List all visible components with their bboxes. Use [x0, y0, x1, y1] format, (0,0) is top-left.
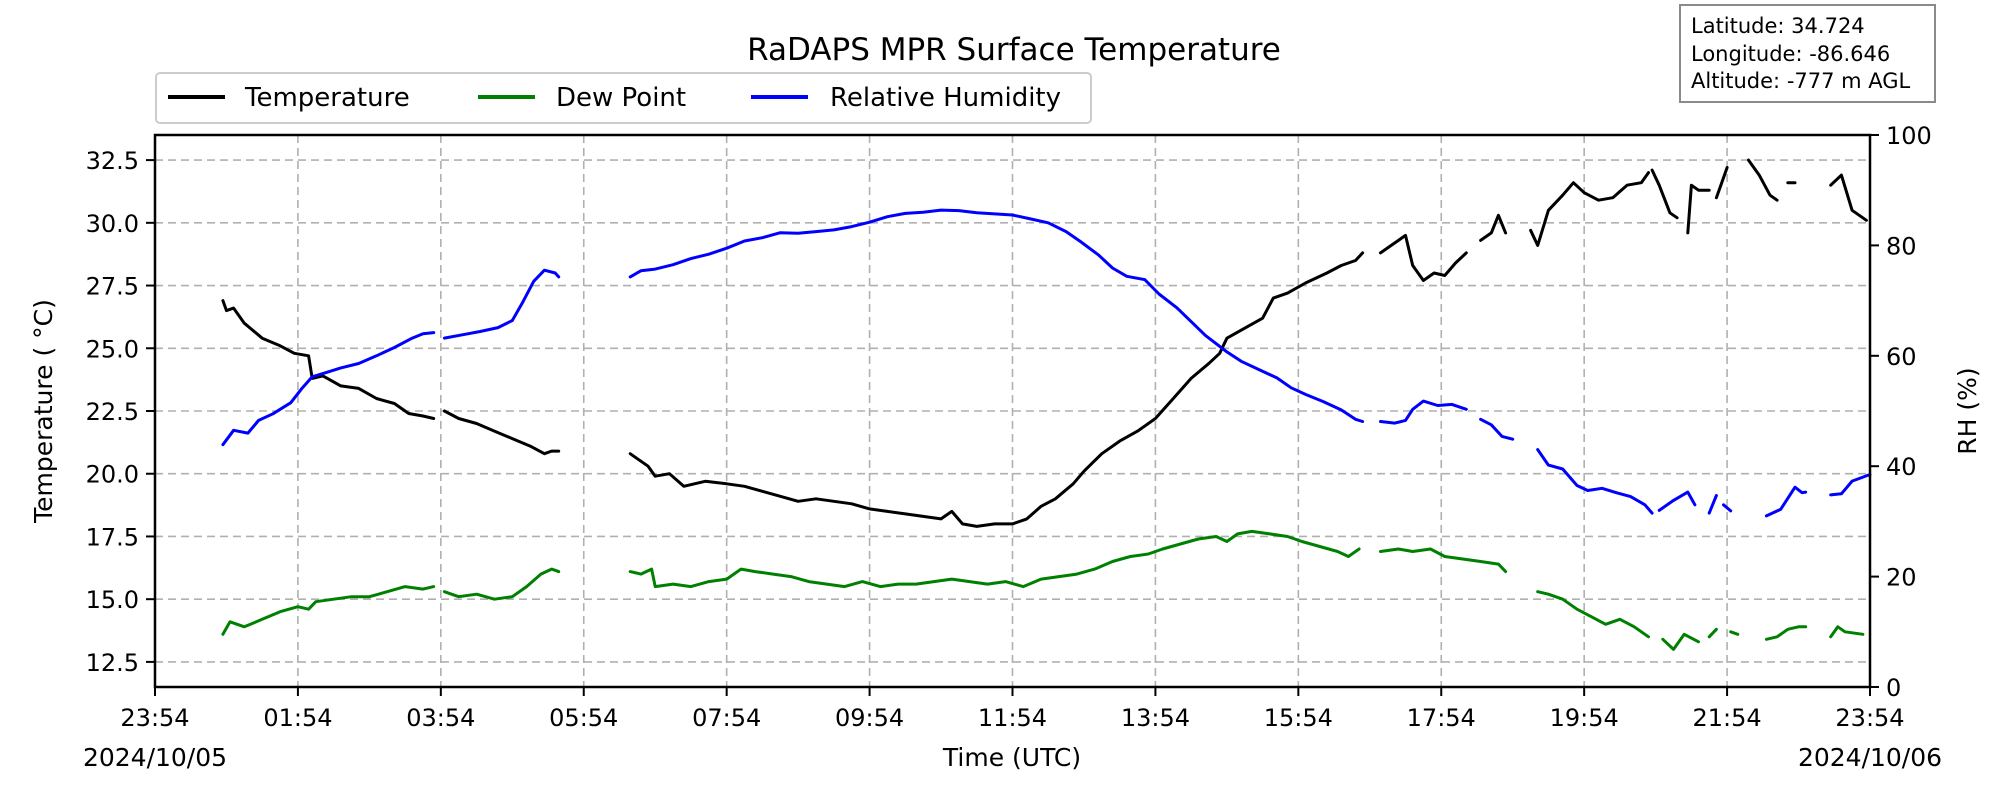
x-tick-label-12: 23:54 — [1835, 704, 1904, 732]
series-relative-humidity-segment-0 — [221, 331, 436, 447]
y-tick-label-0: 12.5 — [86, 649, 139, 677]
series-temperature-segment-8 — [1714, 166, 1729, 200]
x-tick-label-2: 03:54 — [406, 704, 475, 732]
series-temperature-segment-0 — [221, 299, 436, 420]
y-tick-label-4: 22.5 — [86, 398, 139, 426]
x-tick-label-5: 09:54 — [835, 704, 904, 732]
legend-label-dew-point: Dew Point — [556, 83, 686, 113]
series-relative-humidity-segment-5 — [1536, 448, 1654, 515]
series-relative-humidity-segment-6 — [1657, 490, 1697, 512]
series-dew-point-segment-8 — [1764, 625, 1808, 641]
x-tick-label-4: 07:54 — [692, 704, 761, 732]
series-relative-humidity-segment-4 — [1479, 417, 1515, 441]
x-tick-label-11: 21:54 — [1692, 704, 1761, 732]
y-tick-label-7: 30.0 — [86, 210, 139, 238]
series-temperature-segment-9 — [1747, 158, 1779, 202]
x-tick-label-10: 19:54 — [1550, 704, 1619, 732]
series-dew-point — [221, 529, 1865, 651]
series-temperature — [221, 158, 1868, 528]
series-temperature-segment-5 — [1529, 171, 1650, 247]
plot-area — [221, 158, 1872, 651]
series-relative-humidity-segment-9 — [1764, 485, 1808, 518]
series-temperature-segment-6 — [1650, 168, 1679, 220]
series-dew-point-segment-6 — [1707, 627, 1718, 639]
series-temperature-segment-4 — [1479, 213, 1508, 242]
x-tick-label-0: 23:54 — [120, 704, 189, 732]
y-right-tick-label-1: 20 — [1886, 564, 1917, 592]
series-temperature-segment-3 — [1379, 233, 1468, 282]
x-tick-label-1: 01:54 — [263, 704, 332, 732]
y-right-tick-label-5: 100 — [1886, 122, 1932, 150]
date-end-label: 2024/10/06 — [1798, 743, 1942, 772]
series-dew-point-segment-2 — [628, 529, 1361, 589]
info-latitude: Latitude: 34.724 — [1691, 14, 1865, 38]
series-dew-point-segment-0 — [221, 585, 436, 636]
info-altitude: Altitude: -777 m AGL — [1691, 69, 1911, 93]
y-axis-label-left: Temperature ( °C) — [29, 299, 58, 524]
x-tick-label-6: 11:54 — [978, 704, 1047, 732]
series-dew-point-segment-4 — [1536, 590, 1650, 639]
info-box: Latitude: 34.724 Longitude: -86.646 Alti… — [1679, 4, 1936, 103]
series-relative-humidity — [221, 208, 1872, 518]
legend: Temperature Dew Point Relative Humidity — [155, 72, 1092, 124]
y-axis-label-right: RH (%) — [1953, 367, 1982, 454]
series-relative-humidity-segment-2 — [628, 208, 1365, 423]
date-start-label: 2024/10/05 — [83, 743, 227, 772]
series-dew-point-segment-9 — [1829, 625, 1865, 639]
x-tick-label-3: 05:54 — [549, 704, 618, 732]
y-right-tick-label-0: 0 — [1886, 674, 1901, 702]
series-temperature-segment-11 — [1829, 173, 1868, 222]
series-dew-point-segment-3 — [1379, 547, 1508, 574]
y-axis-right: 0 20 40 60 80 100 — [1870, 122, 1932, 702]
chart-title: RaDAPS MPR Surface Temperature — [747, 32, 1281, 68]
legend-label-temperature: Temperature — [244, 83, 410, 113]
series-dew-point-segment-1 — [442, 567, 561, 601]
series-relative-humidity-segment-3 — [1379, 399, 1468, 425]
y-right-tick-label-2: 40 — [1886, 453, 1917, 481]
y-tick-label-2: 17.5 — [86, 523, 139, 551]
series-relative-humidity-segment-8 — [1722, 503, 1733, 513]
series-relative-humidity-segment-1 — [442, 268, 561, 340]
x-axis-label: Time (UTC) — [942, 743, 1081, 772]
info-box-frame — [1679, 4, 1936, 103]
legend-frame — [155, 72, 1092, 124]
series-dew-point-segment-7 — [1729, 630, 1740, 636]
series-temperature-segment-1 — [442, 409, 561, 456]
series-temperature-segment-2 — [628, 251, 1365, 528]
y-tick-label-1: 15.0 — [86, 586, 139, 614]
x-tick-label-8: 15:54 — [1264, 704, 1333, 732]
series-relative-humidity-segment-10 — [1829, 473, 1872, 497]
series-dew-point-segment-5 — [1661, 632, 1700, 651]
legend-label-relative-humidity: Relative Humidity — [830, 83, 1061, 113]
grid — [154, 135, 1871, 687]
y-tick-label-8: 32.5 — [86, 147, 139, 175]
y-tick-label-6: 27.5 — [86, 273, 139, 301]
y-right-tick-label-4: 80 — [1886, 232, 1917, 260]
x-tick-label-9: 17:54 — [1407, 704, 1476, 732]
series-relative-humidity-segment-7 — [1707, 494, 1718, 515]
series-temperature-segment-7 — [1686, 183, 1711, 235]
y-axis-left: 12.5 15.0 17.5 20.0 22.5 25.0 27.5 30.0 32.5 — [86, 147, 155, 677]
y-right-tick-label-3: 60 — [1886, 343, 1917, 371]
x-tick-label-7: 13:54 — [1121, 704, 1190, 732]
info-longitude: Longitude: -86.646 — [1691, 42, 1890, 66]
y-tick-label-3: 20.0 — [86, 461, 139, 489]
x-axis: 23:54 01:54 03:54 05:54 07:54 09:54 11:54 13:54… — [120, 687, 1905, 732]
y-tick-label-5: 25.0 — [86, 335, 139, 363]
